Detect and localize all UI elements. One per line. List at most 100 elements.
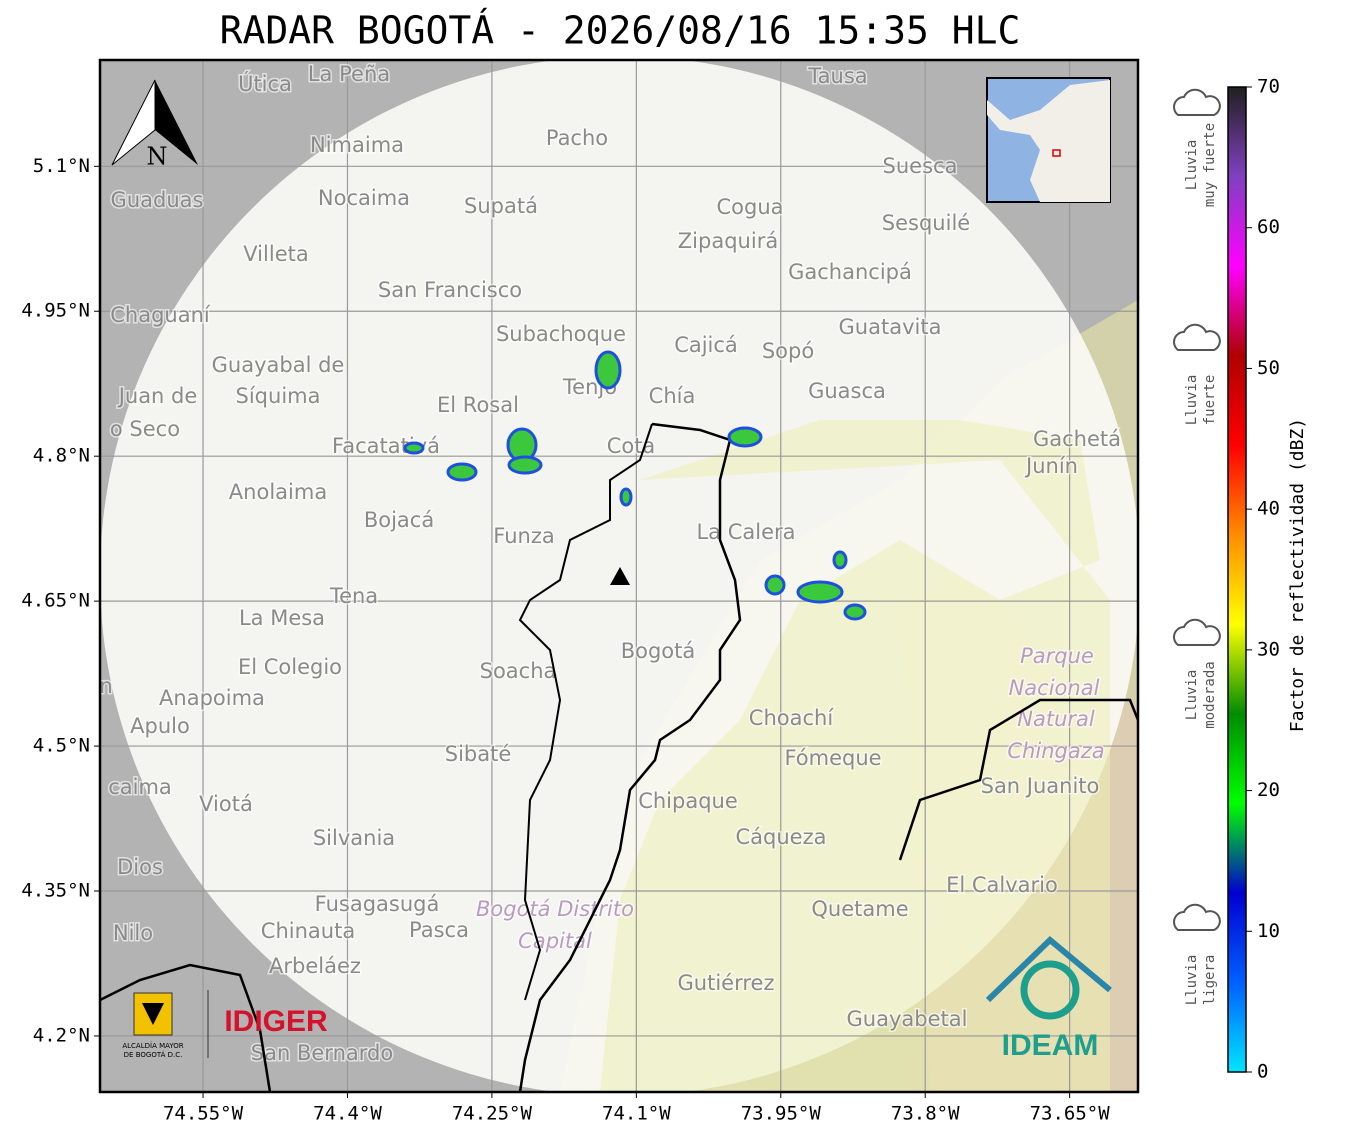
terrain <box>600 420 1110 1092</box>
place-label: Pacho <box>546 126 608 150</box>
place-label: Nimaima <box>310 133 404 157</box>
lon-tick-label: 73.8°W <box>891 1103 960 1125</box>
colorbar-tick-label: 40 <box>1257 498 1280 520</box>
place-label: Cogua <box>716 195 783 219</box>
place-label: Silvania <box>313 826 395 850</box>
place-label: Cáqueza <box>736 825 827 849</box>
rain-icon <box>1173 903 1221 931</box>
place-label: Quetame <box>811 897 908 921</box>
rain-icon <box>1173 323 1221 351</box>
place-label: Funza <box>493 524 554 548</box>
colorbar-tick-label: 10 <box>1257 920 1280 942</box>
place-label: La Calera <box>696 520 795 544</box>
colorbar-tick-label: 0 <box>1257 1061 1268 1083</box>
title: RADAR BOGOTÁ - 2026/08/16 15:35 HLC <box>220 9 1021 53</box>
place-label: Chinauta <box>261 919 355 943</box>
rain-icon <box>1173 618 1221 646</box>
cloud <box>1173 88 1221 116</box>
place-label: San Bernardo <box>251 1041 393 1065</box>
district-boundary <box>518 423 653 1001</box>
department-boundary <box>898 698 1138 861</box>
rain-level-label: moderada <box>1202 661 1218 728</box>
place-label: Subachoque <box>496 322 626 346</box>
place-label: Fómeque <box>784 746 881 770</box>
cloud <box>1173 903 1221 931</box>
place-label: Nilo <box>113 921 153 945</box>
place-label: Suesca <box>883 154 958 178</box>
place-label: San Juanito <box>981 774 1100 798</box>
lat-tick-label: 4.35°N <box>21 880 90 902</box>
place-label: Gutiérrez <box>678 971 775 995</box>
place-label: Sopó <box>762 339 814 363</box>
rain-level-label: Lluvia <box>1184 140 1200 191</box>
place-label: Nocaima <box>318 186 410 210</box>
place-label: Guasca <box>808 379 886 403</box>
rain-level-label: Lluvia <box>1184 955 1200 1006</box>
place-label: Capital <box>518 929 592 953</box>
place-label: Gachancipá <box>788 260 912 284</box>
place-label: Chía <box>649 384 696 408</box>
place-label: Tena <box>329 584 378 608</box>
lat-tick-label: 4.5°N <box>33 735 90 757</box>
place-label: Tausa <box>807 64 867 88</box>
place-label: Juan de <box>117 384 198 408</box>
colorbar-tick-label: 50 <box>1257 357 1280 379</box>
colorbar-tick-label: 20 <box>1257 779 1280 801</box>
cloud <box>1173 618 1221 646</box>
department-boundary <box>100 963 272 1092</box>
place-label: Villeta <box>243 242 308 266</box>
lon-tick-label: 74.1°W <box>602 1103 671 1125</box>
place-label: Nacional <box>1009 676 1100 700</box>
rain-level-label: fuerte <box>1202 375 1218 426</box>
ideam-logo: IDEAM <box>1002 1029 1099 1062</box>
logos: ALCALDÍA MAYOR DE BOGOTÁ D.C. IDIGER IDE… <box>122 935 1112 1062</box>
district-boundary <box>518 422 742 1092</box>
place-label: Bogotá <box>621 639 696 663</box>
alcaldia-label: DE BOGOTÁ D.C. <box>124 1050 183 1059</box>
place-label: n <box>99 674 112 698</box>
place-label: Bojacá <box>364 508 434 532</box>
place-label: Chipaque <box>638 789 738 813</box>
place-label: Guatavita <box>839 315 942 339</box>
place-label: Gachetá <box>1033 427 1121 451</box>
place-label: Natural <box>1017 707 1095 731</box>
place-label: Dios <box>117 855 163 879</box>
colorbar-tick-label: 30 <box>1257 638 1280 660</box>
rain-level-label: ligera <box>1202 955 1218 1006</box>
lat-tick-label: 4.65°N <box>21 590 90 612</box>
radar-echoes <box>403 350 867 621</box>
alcaldia-label: ALCALDÍA MAYOR <box>122 1041 183 1050</box>
rain-level-label: Lluvia <box>1184 375 1200 426</box>
place-label: La Peña <box>308 62 390 86</box>
place-label: Parque <box>1020 644 1094 668</box>
idiger-logo: IDIGER <box>224 1005 328 1038</box>
rain-level-label: muy fuerte <box>1202 123 1218 207</box>
lat-tick-label: 4.2°N <box>33 1024 90 1046</box>
colorbar <box>1227 86 1247 1073</box>
place-label: Anolaima <box>229 480 327 504</box>
lat-tick-label: 5.1°N <box>33 155 90 177</box>
place-label: San Francisco <box>378 278 522 302</box>
place-label: Soacha <box>480 659 557 683</box>
map-frame <box>98 58 1140 1094</box>
north-label: N <box>147 143 168 171</box>
colorbar-tick-label: 70 <box>1257 76 1280 98</box>
place-label: Anapoima <box>159 686 265 710</box>
place-label: Supatá <box>464 194 538 218</box>
place-label: La Mesa <box>239 606 325 630</box>
colorbar-label: Factor de reflectividad (dBZ) <box>1287 418 1308 732</box>
place-label: Viotá <box>199 792 253 816</box>
place-label: Fusagasugá <box>315 892 440 916</box>
cloud <box>1173 323 1221 351</box>
lat-tick-label: 4.95°N <box>21 300 90 322</box>
place-label: Bogotá Distrito <box>476 897 634 921</box>
place-label: Junín <box>1024 454 1078 478</box>
place-label: Cajicá <box>674 333 738 357</box>
colorbar-tick-label: 60 <box>1257 216 1280 238</box>
lon-tick-label: 74.4°W <box>313 1103 382 1125</box>
place-label: o Seco <box>110 417 180 441</box>
map: La Peña Útica Tausa Pacho Nimaima Guaduas Noca… <box>99 60 1138 1092</box>
place-label: El Colegio <box>238 655 342 679</box>
place-label: Chingaza <box>1007 739 1104 763</box>
